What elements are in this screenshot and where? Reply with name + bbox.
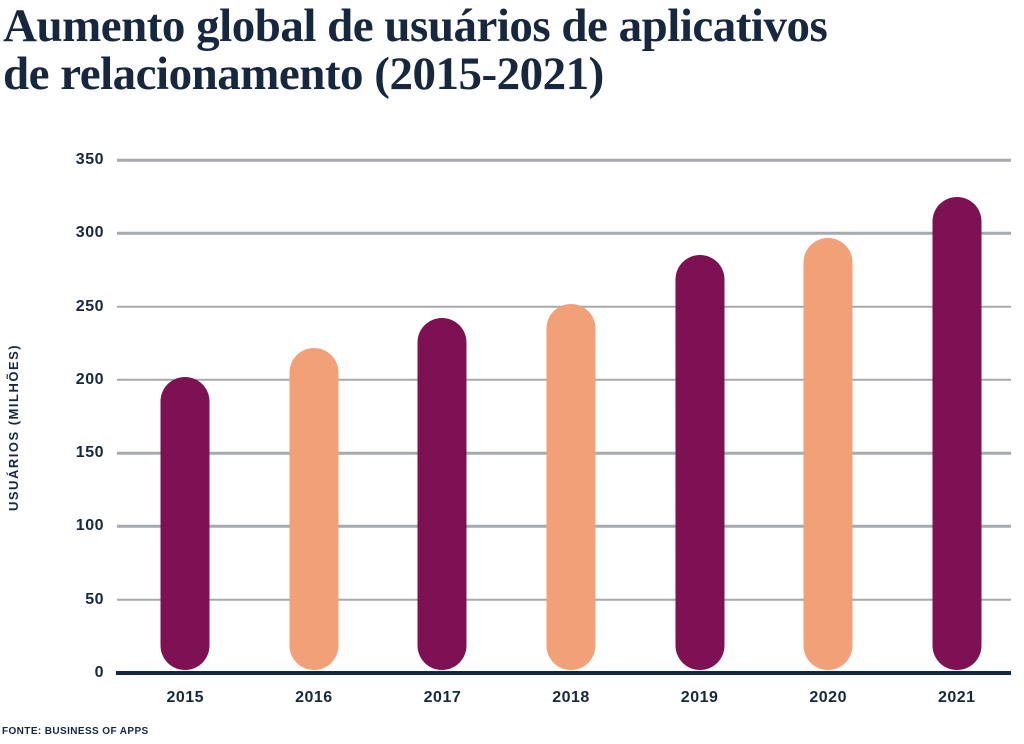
gridline-350 [117,158,1011,162]
chart-title: Aumento global de usuários de aplicativo… [3,2,1018,98]
source-note: FONTE: BUSINESS OF APPS [2,726,149,737]
gridline-300 [117,232,1011,235]
bar-2021 [932,196,982,670]
bar-column-2016: 2016 [250,160,379,706]
plot-area: 0 50 100 150 200 250 300 350 2015 2016 2017 2018 20… [76,151,1021,706]
bar-2016 [289,347,339,670]
y-tick-label-150: 150 [75,444,104,462]
y-tick-label-350: 350 [75,151,104,168]
bar-column-2018: 2018 [507,160,636,706]
y-tick-label-200: 200 [75,370,104,388]
x-tick-label-2019: 2019 [680,689,719,706]
x-tick-label-2018: 2018 [552,689,590,706]
bar-column-2020: 2020 [764,160,893,706]
y-tick-label-0: 0 [94,664,104,681]
bar-2018 [546,303,596,670]
x-tick-label-2017: 2017 [423,689,462,706]
y-tick-label-300: 300 [75,224,104,242]
bar-2019 [675,255,725,670]
bar-2020 [803,237,853,670]
y-tick-label-50: 50 [85,590,104,608]
x-tick-label-2016: 2016 [295,689,333,706]
bar-column-2017: 2017 [378,160,507,706]
bar-column-2015: 2015 [121,160,250,706]
y-tick-label-250: 250 [75,297,104,315]
bar-columns: 2015 2016 2017 2018 2019 2020 2021 [121,160,1021,706]
bar-2017 [417,318,467,670]
bar-column-2021: 2021 [892,160,1021,706]
bar-column-2019: 2019 [635,160,764,706]
chart-title-line-2: de relacionamento (2015-2021) [3,48,604,100]
x-tick-label-2020: 2020 [809,689,847,706]
x-axis-line [116,671,1011,675]
y-axis-title: USUÁRIOS (MILHÕES) [6,343,21,512]
bar-2015 [160,376,210,670]
x-tick-label-2015: 2015 [166,689,205,706]
chart-title-line-1: Aumento global de usuários de aplicativo… [3,0,828,52]
x-tick-label-2021: 2021 [937,689,976,706]
y-tick-label-100: 100 [75,517,104,535]
